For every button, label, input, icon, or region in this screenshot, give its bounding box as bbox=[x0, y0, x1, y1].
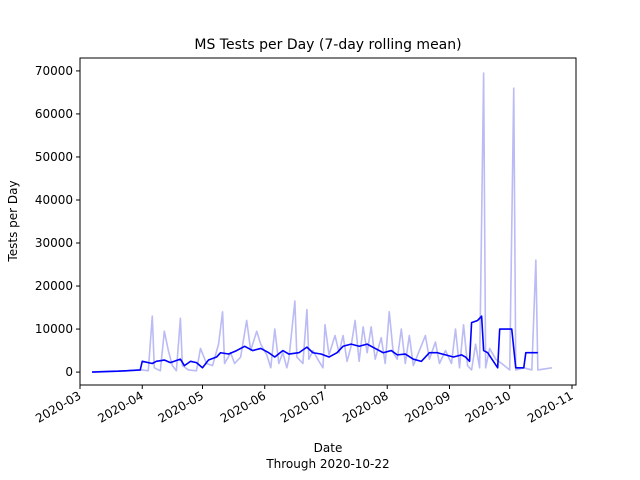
y-tick-label: 60000 bbox=[35, 107, 73, 121]
x-tick-label: 2020-09 bbox=[403, 388, 453, 425]
x-tick-label: 2020-11 bbox=[525, 388, 575, 425]
y-tick-label: 70000 bbox=[35, 64, 73, 78]
y-tick-label: 10000 bbox=[35, 322, 73, 336]
y-tick-label: 50000 bbox=[35, 150, 73, 164]
series-layer bbox=[92, 72, 553, 373]
y-tick-label: 30000 bbox=[35, 236, 73, 250]
x-tick-label: 2020-04 bbox=[95, 388, 145, 425]
x-tick-label: 2020-03 bbox=[33, 388, 83, 425]
x-axis-sublabel: Through 2020-10-22 bbox=[265, 457, 389, 471]
x-tick-label: 2020-10 bbox=[463, 388, 513, 425]
y-tick-label: 20000 bbox=[35, 279, 73, 293]
y-tick-label: 0 bbox=[65, 365, 73, 379]
x-tick-label: 2020-08 bbox=[340, 388, 390, 425]
x-axis-label: Date bbox=[314, 441, 343, 455]
x-tick-label: 2020-05 bbox=[156, 388, 206, 425]
y-tick-label: 40000 bbox=[35, 193, 73, 207]
y-axis-label: Tests per Day bbox=[6, 180, 20, 262]
x-tick-label: 2020-07 bbox=[278, 388, 328, 425]
x-tick-label: 2020-06 bbox=[218, 388, 268, 425]
plot-frame bbox=[79, 57, 577, 386]
rolling-mean-line bbox=[92, 315, 538, 373]
chart-title: MS Tests per Day (7-day rolling mean) bbox=[194, 37, 461, 53]
